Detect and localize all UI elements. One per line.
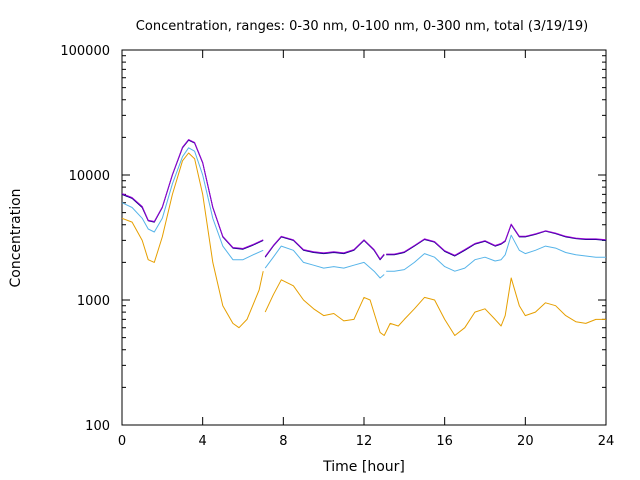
plot-border — [121, 49, 607, 426]
x-tick-label: 24 — [598, 434, 615, 449]
series-line-1 — [121, 152, 606, 336]
y-tick-label: 10000 — [69, 169, 110, 184]
y-tick-label: 100000 — [60, 44, 110, 59]
x-tick-label: 0 — [118, 434, 126, 449]
series-layer — [121, 139, 607, 336]
x-tick-label: 12 — [356, 434, 373, 449]
y-tick-label: 1000 — [77, 294, 110, 309]
x-axis-ticks: 0 4 8 12 16 20 24 — [118, 50, 614, 449]
y-axis-ticks: 100 1000 10000 100000 — [60, 44, 606, 434]
series-line-2 — [121, 147, 606, 279]
series-line-4 — [121, 139, 607, 260]
x-tick-label: 8 — [279, 434, 287, 449]
x-tick-label: 16 — [436, 434, 453, 449]
chart-title: Concentration, ranges: 0-30 nm, 0-100 nm… — [136, 19, 588, 34]
y-axis-label: Concentration — [8, 188, 24, 287]
x-axis-label: Time [hour] — [322, 459, 405, 475]
y-tick-label: 100 — [85, 419, 110, 434]
x-tick-label: 20 — [517, 434, 534, 449]
x-tick-label: 4 — [199, 434, 207, 449]
